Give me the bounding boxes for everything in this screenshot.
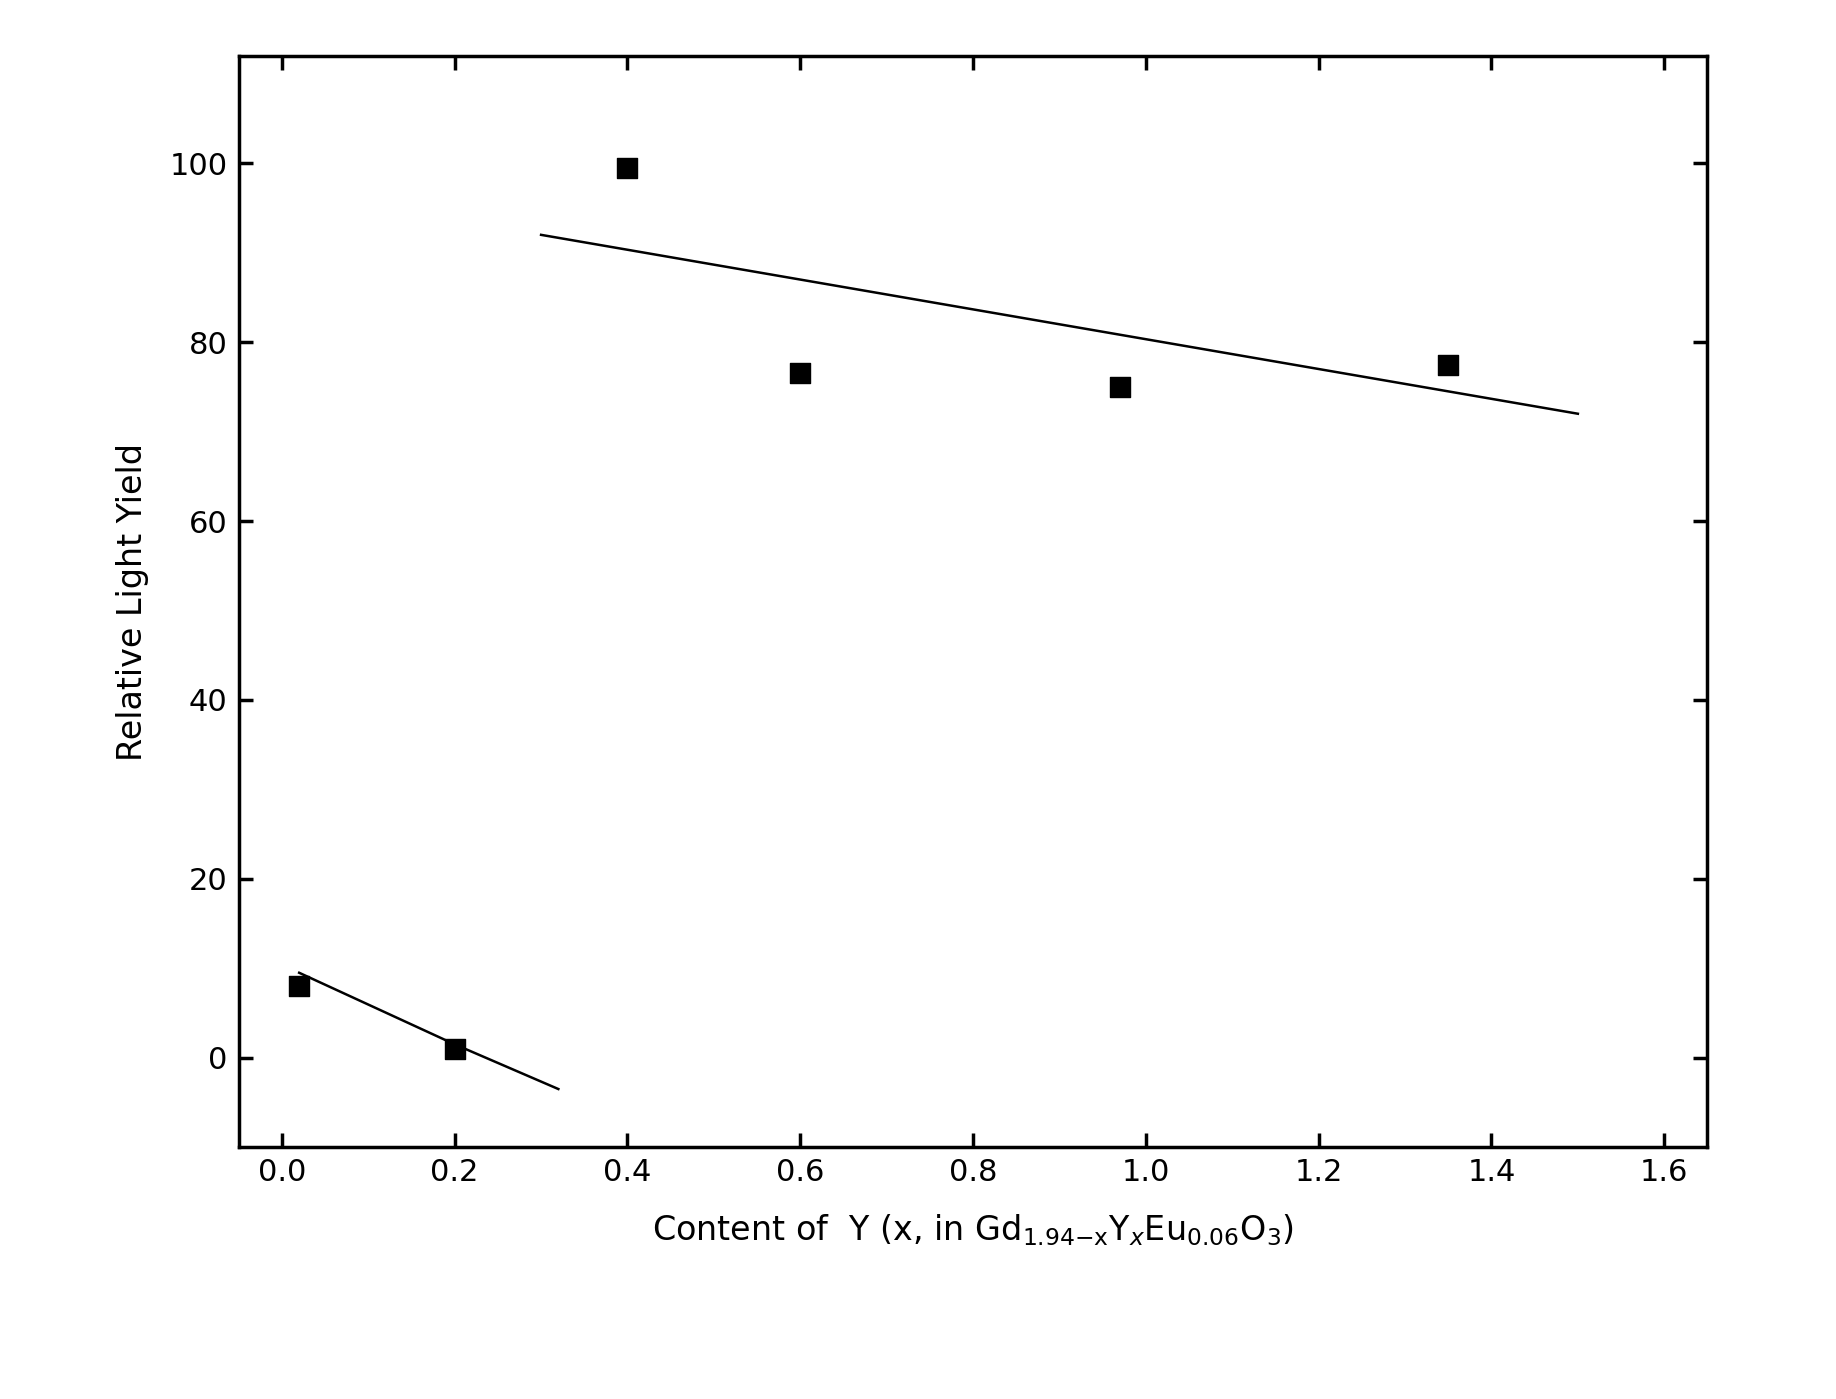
- Point: [1434, 354, 1463, 376]
- X-axis label: Content of  Y (x, in Gd$_{1.94\mathrm{-x}}$Y$_x$Eu$_{0.06}$O$_3$): Content of Y (x, in Gd$_{1.94\mathrm{-x}…: [652, 1213, 1294, 1248]
- Point: [285, 975, 314, 997]
- Point: [613, 157, 643, 179]
- Point: [1105, 376, 1135, 399]
- Point: [441, 1038, 470, 1060]
- Y-axis label: Relative Light Yield: Relative Light Yield: [116, 442, 149, 761]
- Point: [786, 362, 815, 385]
